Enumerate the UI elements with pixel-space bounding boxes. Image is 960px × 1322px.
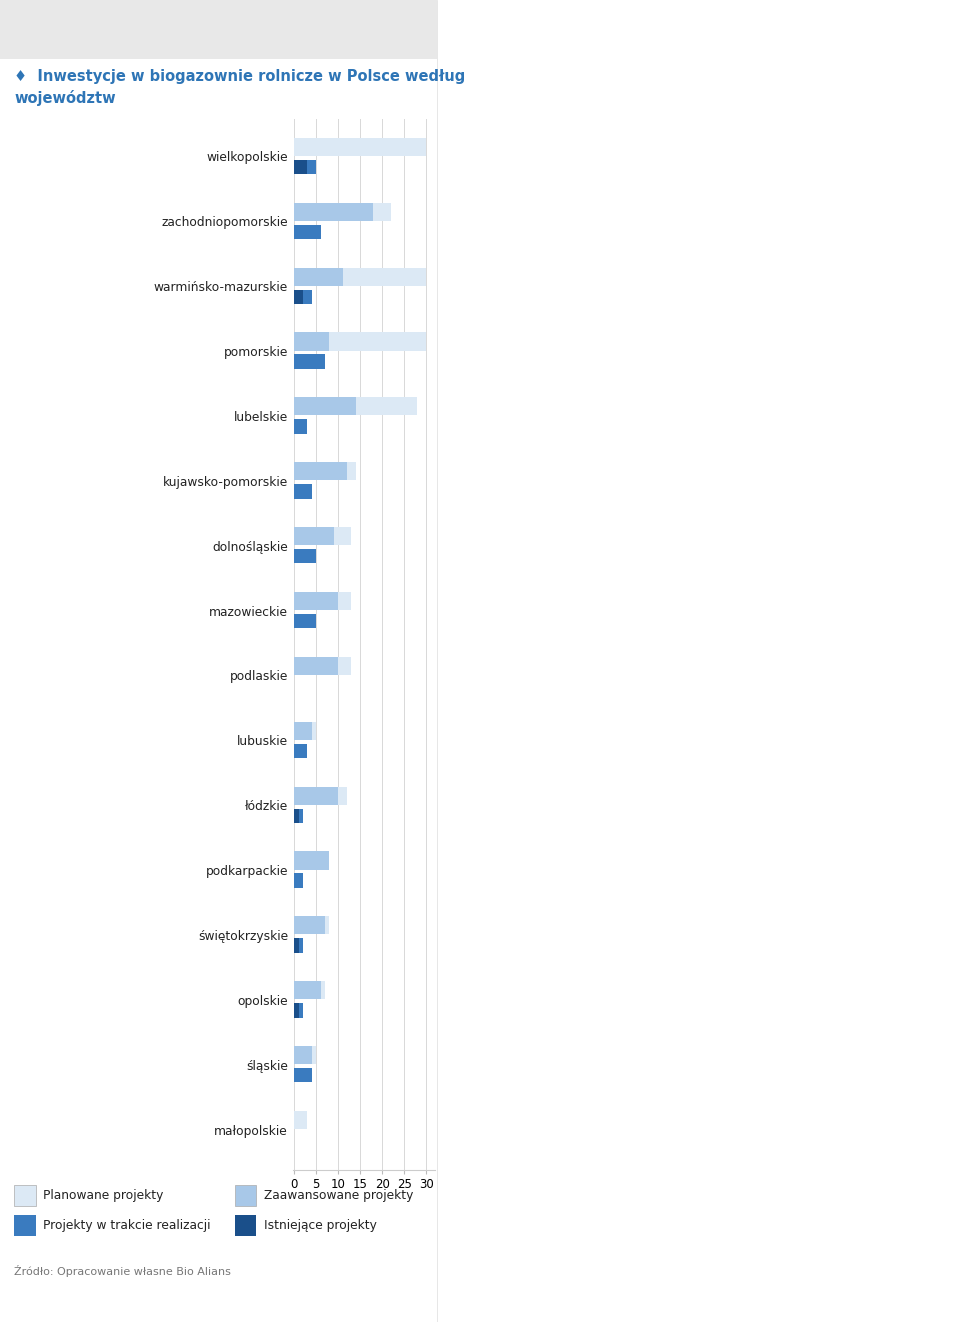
- Bar: [294, 354, 324, 369]
- Text: podkarpackie: podkarpackie: [205, 865, 288, 878]
- Bar: [294, 1046, 316, 1064]
- Bar: [294, 592, 338, 609]
- Bar: [294, 939, 299, 953]
- Bar: [294, 981, 321, 999]
- Text: mazowieckie: mazowieckie: [209, 605, 288, 619]
- Bar: [294, 809, 303, 822]
- Bar: [294, 463, 347, 480]
- Bar: [294, 137, 426, 156]
- Text: lubelskie: lubelskie: [233, 411, 288, 424]
- Text: podlaskie: podlaskie: [229, 670, 288, 683]
- Bar: [294, 332, 329, 350]
- Bar: [294, 916, 324, 935]
- Bar: [294, 981, 324, 999]
- Bar: [294, 202, 373, 221]
- Bar: [294, 419, 307, 434]
- Bar: [294, 398, 418, 415]
- Bar: [294, 851, 329, 870]
- Text: wielkopolskie: wielkopolskie: [206, 152, 288, 164]
- Bar: [294, 290, 303, 304]
- Bar: [294, 160, 316, 175]
- Bar: [294, 722, 316, 740]
- Text: Istniejące projekty: Istniejące projekty: [264, 1219, 377, 1232]
- Bar: [294, 1046, 312, 1064]
- Bar: [294, 160, 307, 175]
- Bar: [294, 809, 299, 822]
- Text: pomorskie: pomorskie: [224, 346, 288, 360]
- Bar: [294, 787, 347, 805]
- Bar: [294, 1068, 312, 1083]
- Bar: [294, 592, 351, 609]
- Bar: [294, 657, 338, 676]
- Text: kujawsko-pomorskie: kujawsko-pomorskie: [163, 476, 288, 489]
- Bar: [294, 332, 426, 350]
- Bar: [294, 874, 303, 888]
- Bar: [294, 267, 343, 286]
- Bar: [294, 613, 316, 628]
- Bar: [294, 787, 338, 805]
- Bar: [294, 1003, 299, 1018]
- Bar: [294, 851, 329, 870]
- Text: świętokrzyskie: świętokrzyskie: [198, 929, 288, 943]
- Text: ♦  Inwestycje w biogazownie rolnicze w Polsce według: ♦ Inwestycje w biogazownie rolnicze w Po…: [14, 69, 466, 83]
- Text: województw: województw: [14, 90, 116, 106]
- Bar: [294, 1003, 303, 1018]
- Bar: [294, 744, 307, 758]
- Text: łódzkie: łódzkie: [245, 800, 288, 813]
- Text: zachodniopomorskie: zachodniopomorskie: [161, 217, 288, 229]
- Bar: [294, 722, 312, 740]
- Bar: [294, 463, 356, 480]
- Bar: [294, 290, 312, 304]
- Bar: [294, 527, 351, 545]
- Text: warmińsko-mazurskie: warmińsko-mazurskie: [154, 282, 288, 295]
- Bar: [294, 657, 351, 676]
- Text: Projekty w trakcie realizacji: Projekty w trakcie realizacji: [43, 1219, 210, 1232]
- Text: śląskie: śląskie: [246, 1060, 288, 1072]
- Text: Planowane projekty: Planowane projekty: [43, 1188, 163, 1202]
- Bar: [294, 549, 316, 563]
- Bar: [294, 225, 321, 239]
- Text: Zaawansowane projekty: Zaawansowane projekty: [264, 1188, 414, 1202]
- Text: lubuskie: lubuskie: [237, 735, 288, 748]
- Bar: [294, 267, 426, 286]
- Text: małopolskie: małopolskie: [214, 1125, 288, 1137]
- Text: dolnośląskie: dolnośląskie: [212, 541, 288, 554]
- Bar: [294, 1110, 307, 1129]
- Bar: [294, 484, 312, 498]
- Text: opolskie: opolskie: [237, 994, 288, 1007]
- Bar: [294, 527, 334, 545]
- Bar: [294, 939, 303, 953]
- Text: Źródło: Opracowanie własne Bio Alians: Źródło: Opracowanie własne Bio Alians: [14, 1265, 231, 1277]
- Bar: [294, 916, 329, 935]
- Bar: [294, 398, 356, 415]
- Bar: [294, 202, 391, 221]
